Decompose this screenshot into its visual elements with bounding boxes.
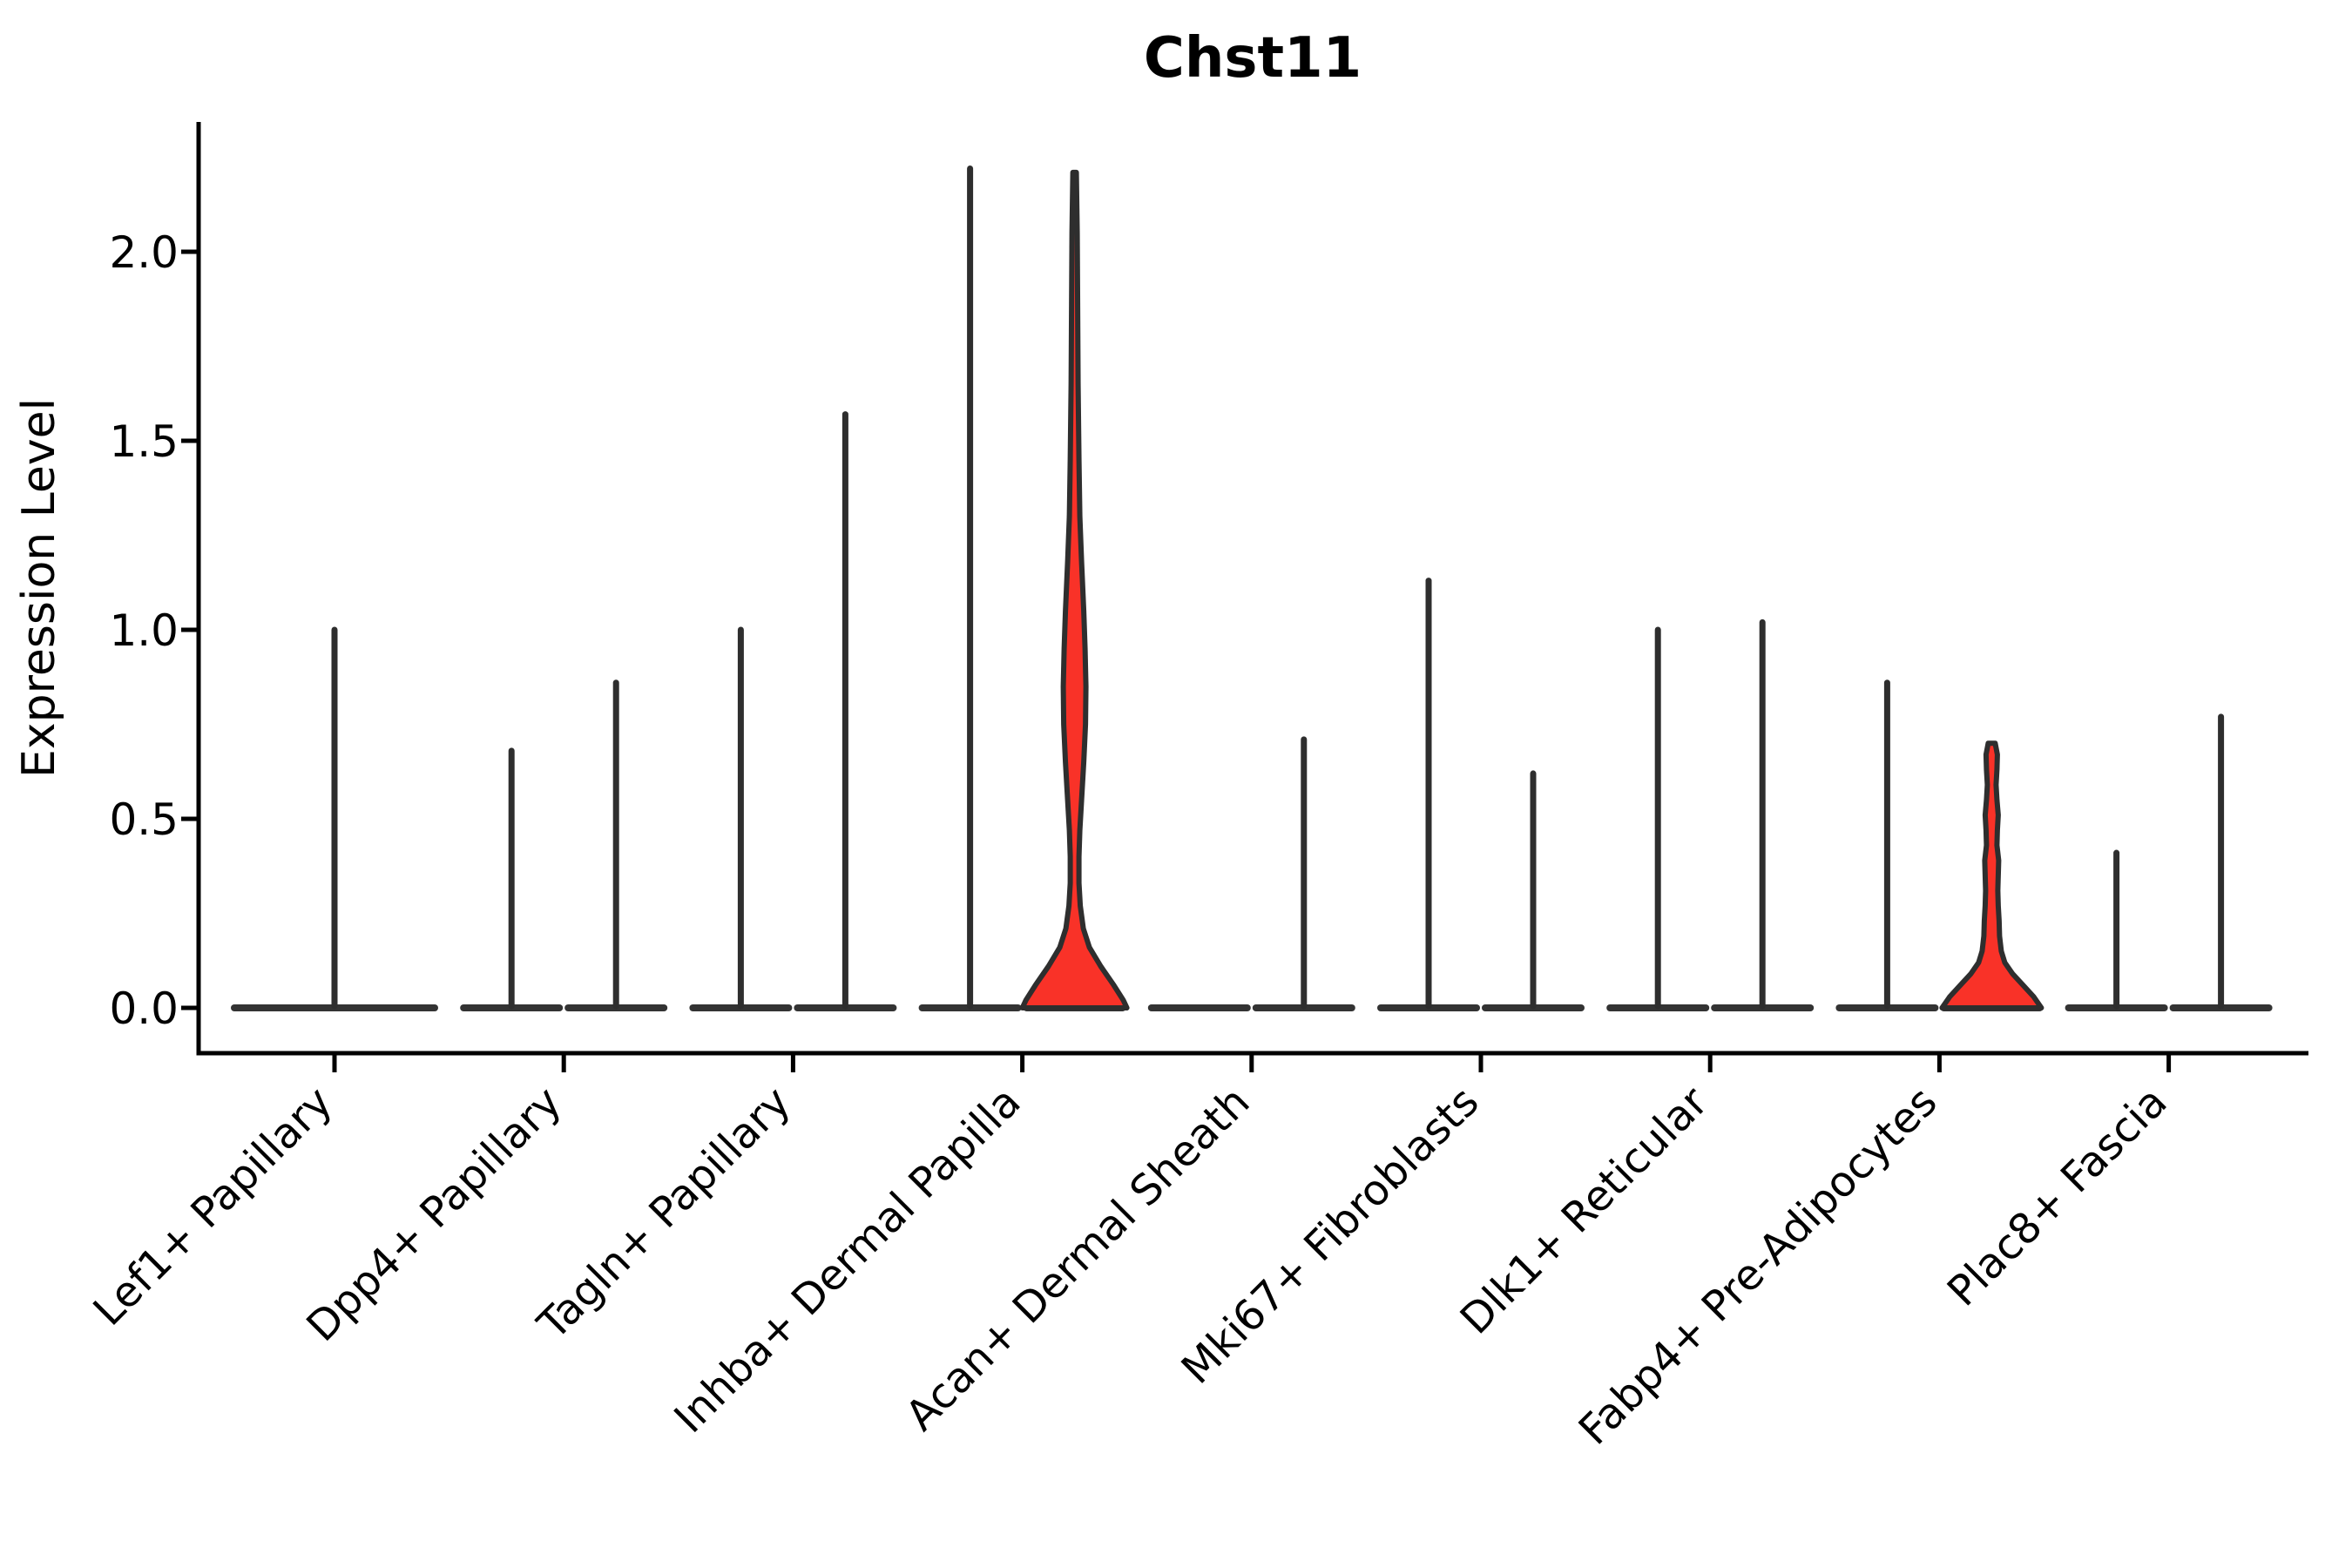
y-tick-label-05: 0.5 bbox=[109, 794, 179, 845]
x-label-dlk1: Dlk1+ Reticular bbox=[1451, 1078, 1718, 1344]
x-tick-marks bbox=[332, 1053, 2172, 1072]
y-axis-label: Expression Level bbox=[13, 398, 65, 778]
y-tick-label-15: 1.5 bbox=[109, 416, 179, 467]
x-label-tagln: Tagln+ Papillary bbox=[528, 1078, 800, 1349]
chart-title: Chst11 bbox=[1144, 26, 1362, 91]
y-tick-label-1: 1.0 bbox=[109, 605, 179, 656]
violin-density-7-right bbox=[1939, 740, 2044, 1010]
x-category-labels: Lef1+ Papillary Dpp4+ Papillary Tagln+ P… bbox=[84, 1078, 2177, 1455]
x-label-lef1: Lef1+ Papillary bbox=[84, 1078, 342, 1335]
y-tick-labels: 0.0 0.5 1.0 1.5 2.0 bbox=[109, 227, 179, 1034]
y-tick-marks bbox=[181, 249, 199, 1010]
y-tick-label-2: 2.0 bbox=[109, 227, 179, 278]
violin-density-3-right bbox=[1019, 169, 1130, 1010]
x-label-plac8: Plac8+ Fascia bbox=[1938, 1078, 2177, 1316]
x-label-dpp4: Dpp4+ Papillary bbox=[297, 1078, 571, 1351]
y-tick-label-0: 0.0 bbox=[109, 983, 179, 1034]
violins bbox=[231, 166, 2273, 1011]
